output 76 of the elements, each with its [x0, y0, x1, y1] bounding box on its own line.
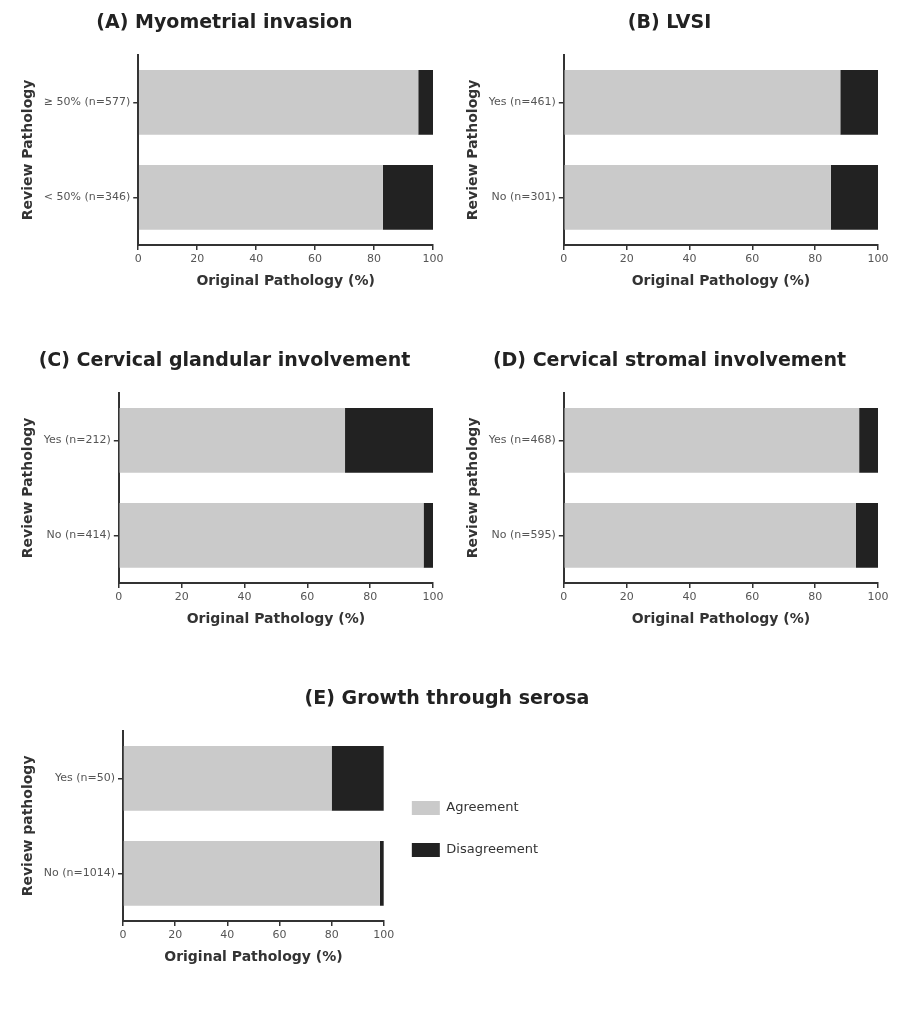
x-tick-label: 60: [272, 928, 287, 942]
x-tick-label: 40: [220, 928, 235, 942]
x-axis-title: Original Pathology (%): [186, 610, 366, 627]
x-axis-title: Original Pathology (%): [196, 272, 375, 289]
bar: [418, 70, 433, 135]
chart-title: (C) Cervical glandular involvement: [38, 348, 411, 371]
bar: [564, 165, 831, 230]
x-tick-label: 0: [115, 590, 123, 604]
y-tick-label: Yes (n=212): [42, 433, 111, 447]
x-tick-label: 80: [324, 928, 339, 942]
y-tick-label: No (n=301): [491, 190, 556, 204]
bar: [859, 408, 878, 473]
bar: [564, 70, 841, 135]
bar: [382, 165, 433, 230]
y-axis-title: Review Pathology: [19, 79, 36, 221]
x-tick-label: 80: [808, 252, 823, 266]
text: (E) Growth through serosa: [304, 686, 590, 709]
x-tick-label: 80: [367, 252, 382, 266]
bar: [138, 70, 419, 135]
y-tick-label: Yes (n=468): [487, 433, 556, 447]
x-tick-label: 40: [249, 252, 264, 266]
x-tick-label: 100: [422, 590, 444, 604]
y-tick-label: Yes (n=50): [53, 771, 116, 785]
y-tick-label: ≥ 50% (n=577): [43, 95, 131, 109]
legend-label: Agreement: [446, 799, 519, 815]
bar: [345, 408, 433, 473]
x-tick-label: 100: [373, 928, 395, 942]
legend-label: Disagreement: [446, 841, 539, 857]
x-tick-label: 40: [237, 590, 252, 604]
x-tick-label: 100: [867, 590, 889, 604]
chart-title: (B) LVSI: [627, 10, 712, 33]
x-axis-title: Original Pathology (%): [631, 272, 811, 289]
bar: [123, 746, 332, 811]
bar: [564, 408, 860, 473]
chart-title: (A) Myometrial invasion: [96, 10, 353, 33]
y-axis-title: Review Pathology: [464, 79, 481, 221]
x-tick-label: 40: [682, 590, 697, 604]
x-tick-label: 20: [174, 590, 189, 604]
x-tick-label: 0: [560, 252, 568, 266]
chart-title: (D) Cervical stromal involvement: [492, 348, 847, 371]
x-axis-title: Original Pathology (%): [164, 948, 343, 965]
bar: [856, 503, 878, 568]
y-tick-label: No (n=1014): [43, 866, 116, 880]
y-axis-title: Review pathology: [19, 755, 36, 897]
bar: [423, 503, 433, 568]
x-tick-label: 20: [190, 252, 205, 266]
bar: [331, 746, 384, 811]
y-axis-title: Review pathology: [464, 417, 481, 559]
x-tick-label: 0: [119, 928, 127, 942]
x-tick-label: 40: [682, 252, 697, 266]
x-tick-label: 100: [422, 252, 444, 266]
x-tick-label: 0: [560, 590, 568, 604]
x-tick-label: 60: [308, 252, 323, 266]
bar: [119, 408, 346, 473]
x-tick-label: 60: [745, 252, 760, 266]
x-tick-label: 20: [619, 590, 634, 604]
bar: [564, 503, 857, 568]
y-tick-label: Yes (n=461): [487, 95, 556, 109]
bar: [138, 165, 383, 230]
x-tick-label: 20: [619, 252, 634, 266]
x-tick-label: 80: [363, 590, 378, 604]
y-tick-label: No (n=595): [491, 528, 556, 542]
x-tick-label: 100: [867, 252, 889, 266]
x-tick-label: 60: [745, 590, 760, 604]
x-tick-label: 80: [808, 590, 823, 604]
y-tick-label: < 50% (n=346): [43, 190, 131, 204]
bar: [830, 165, 878, 230]
y-axis-title: Review Pathology: [19, 417, 36, 559]
x-tick-label: 60: [300, 590, 315, 604]
bar: [840, 70, 878, 135]
x-tick-label: 0: [134, 252, 142, 266]
bar: [123, 841, 380, 906]
x-tick-label: 20: [168, 928, 183, 942]
x-axis-title: Original Pathology (%): [631, 610, 811, 627]
bar: [119, 503, 424, 568]
y-tick-label: No (n=414): [46, 528, 111, 542]
